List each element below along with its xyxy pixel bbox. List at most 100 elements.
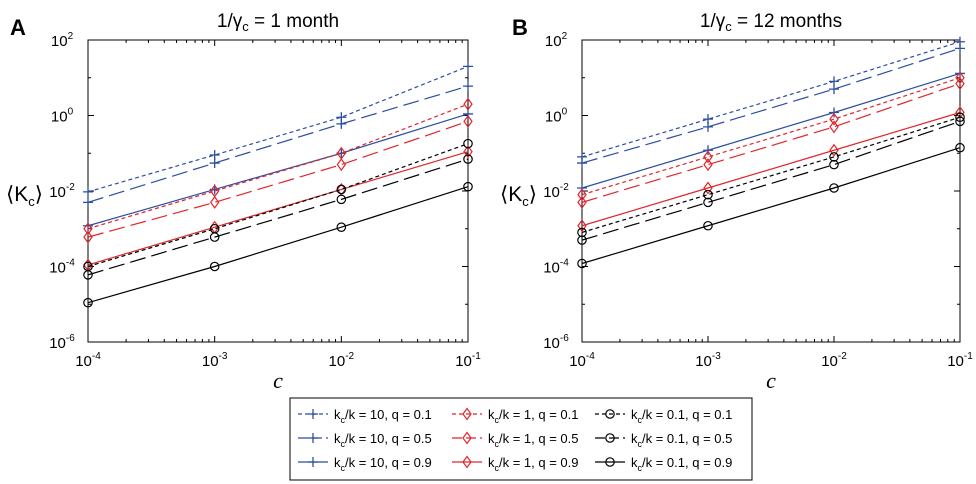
series-line bbox=[581, 111, 961, 227]
data-point bbox=[83, 197, 93, 208]
legend-item: kc/k = 10, q = 0.9 bbox=[298, 455, 432, 473]
panel-title: 1/γc = 12 months bbox=[700, 11, 842, 34]
y-tick-label: 10-2 bbox=[49, 182, 75, 201]
y-tick-label: 100 bbox=[545, 107, 568, 126]
legend-label: kc/k = 10, q = 0.5 bbox=[334, 431, 432, 449]
panel-a: A 1/γc = 1 month 10-4 10-3 10-2 10-1 102 100 10-… bbox=[6, 11, 481, 393]
series-1 bbox=[83, 81, 473, 208]
panel-letter: B bbox=[512, 15, 528, 40]
data-point bbox=[577, 258, 587, 269]
series-7 bbox=[83, 154, 473, 280]
legend-label: kc/k = 1, q = 0.5 bbox=[488, 431, 579, 449]
legend-marker bbox=[308, 433, 318, 443]
data-point bbox=[463, 154, 473, 164]
data-point bbox=[577, 183, 587, 194]
legend-label: kc/k = 1, q = 0.1 bbox=[488, 407, 579, 425]
series-line bbox=[87, 65, 469, 193]
series-7 bbox=[577, 116, 965, 245]
x-axis-label: c bbox=[766, 368, 776, 393]
y-tick-label: 10-2 bbox=[543, 182, 569, 201]
legend-marker bbox=[605, 433, 615, 443]
x-tick-label: 10-3 bbox=[695, 351, 721, 370]
legend-item: kc/k = 1, q = 0.9 bbox=[452, 455, 579, 473]
legend-item: kc/k = 0.1, q = 0.5 bbox=[595, 431, 732, 449]
x-tick-label: 10-1 bbox=[947, 351, 973, 370]
data-point bbox=[829, 183, 839, 193]
data-point bbox=[463, 181, 473, 192]
series-line bbox=[87, 85, 469, 203]
data-point bbox=[577, 219, 587, 233]
axes-frame bbox=[581, 39, 961, 343]
series-line bbox=[87, 103, 469, 230]
legend-marker bbox=[605, 409, 615, 419]
series-3 bbox=[577, 71, 965, 202]
data-point bbox=[703, 181, 713, 195]
series-8 bbox=[83, 181, 473, 308]
legend-marker bbox=[605, 457, 615, 467]
data-point bbox=[336, 158, 347, 172]
data-point bbox=[463, 138, 473, 149]
panel-letter: A bbox=[10, 15, 26, 40]
series-line bbox=[581, 116, 961, 233]
data-point bbox=[209, 158, 220, 169]
series-line bbox=[581, 147, 961, 265]
x-tick-label: 10-1 bbox=[455, 351, 481, 370]
axes-frame bbox=[87, 39, 469, 343]
series-2 bbox=[577, 68, 965, 194]
x-tick-label: 10-4 bbox=[569, 351, 595, 370]
data-point bbox=[703, 189, 713, 200]
series-2 bbox=[83, 108, 473, 231]
data-point bbox=[955, 105, 965, 120]
series-line bbox=[87, 151, 469, 266]
data-point bbox=[955, 68, 965, 79]
data-point bbox=[703, 145, 713, 156]
data-point bbox=[336, 118, 347, 129]
series-line bbox=[581, 41, 961, 158]
series-0 bbox=[577, 36, 965, 162]
series-8 bbox=[577, 142, 965, 269]
x-tick-label: 10-3 bbox=[202, 351, 228, 370]
y-tick-label: 102 bbox=[51, 31, 74, 50]
data-point bbox=[829, 143, 839, 157]
data-point bbox=[577, 195, 587, 209]
series-line bbox=[87, 186, 469, 304]
data-point bbox=[955, 43, 965, 54]
data-point bbox=[463, 145, 473, 159]
data-point bbox=[336, 222, 347, 232]
data-point bbox=[829, 120, 839, 134]
y-axis-label: ⟨Kc⟩ bbox=[6, 183, 43, 209]
data-point bbox=[703, 121, 713, 132]
series-line bbox=[87, 158, 469, 276]
legend-box bbox=[289, 397, 753, 481]
data-point bbox=[209, 195, 220, 209]
legend-marker bbox=[308, 409, 318, 419]
series-line bbox=[87, 120, 469, 238]
legend-item: kc/k = 0.1, q = 0.9 bbox=[595, 455, 732, 473]
x-axis-label: c bbox=[273, 368, 283, 393]
y-tick-label: 10-4 bbox=[49, 258, 75, 277]
data-point bbox=[703, 220, 713, 231]
legend-label: kc/k = 0.1, q = 0.5 bbox=[631, 431, 732, 449]
y-axis-label: ⟨Kc⟩ bbox=[500, 183, 537, 209]
data-point bbox=[336, 194, 347, 205]
data-point bbox=[83, 222, 93, 236]
data-point bbox=[209, 232, 220, 242]
data-point bbox=[829, 159, 839, 170]
legend-item: kc/k = 1, q = 0.5 bbox=[452, 431, 579, 449]
legend-item: kc/k = 1, q = 0.1 bbox=[452, 407, 579, 425]
y-tick-label: 10-6 bbox=[543, 333, 569, 352]
data-point bbox=[83, 186, 93, 197]
data-point bbox=[577, 227, 587, 238]
data-point bbox=[829, 112, 839, 126]
legend-label: kc/k = 10, q = 0.1 bbox=[334, 407, 432, 425]
data-point bbox=[703, 197, 713, 208]
legend-marker bbox=[308, 457, 318, 467]
data-point bbox=[955, 71, 965, 85]
y-tick-label: 102 bbox=[545, 31, 568, 50]
data-point bbox=[83, 230, 93, 244]
data-point bbox=[577, 235, 587, 245]
series-4 bbox=[577, 77, 965, 209]
x-tick-label: 10-2 bbox=[821, 351, 847, 370]
data-point bbox=[463, 81, 473, 92]
legend-label: kc/k = 0.1, q = 0.9 bbox=[631, 455, 732, 473]
